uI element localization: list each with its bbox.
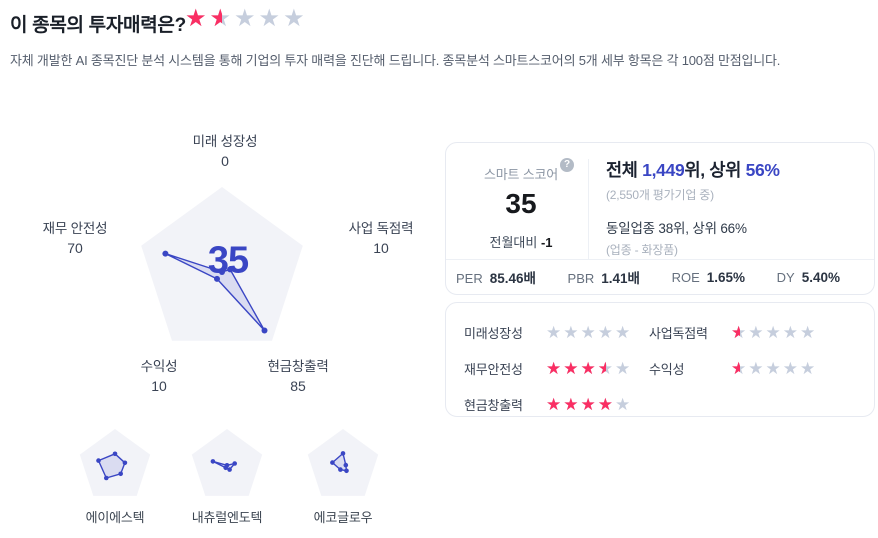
ratings-grid: 미래성장성 ★★★★★★★★★★ 사업독점력 ★★★★★★★★★★ 재무안전성 … <box>446 303 874 414</box>
ranking-summary: 전체 1,449위, 상위 56% (2,550개 평가기업 중) 동일업종 3… <box>606 157 862 258</box>
rank-mid: 위, 상위 <box>684 160 746 180</box>
industry-rank-line: 동일업종 38위, 상위 66% <box>606 221 747 236</box>
overall-rank-sub: (2,550개 평가기업 중) <box>606 188 714 202</box>
star-rating-icon: ★★★★★★★★★★ <box>546 323 633 342</box>
smart-score-summary: 스마트 스코어 ? 35 전월대비 -1 <box>446 143 596 259</box>
radar-data-points <box>330 451 349 474</box>
metric-value: 1.65% <box>706 269 746 285</box>
peer-chart-ecoglow[interactable]: 에코글로우 <box>288 425 398 526</box>
metric-value: 1.41배 <box>601 271 640 286</box>
rating-label: 미래성장성 <box>464 326 523 341</box>
axis-future-growth: 미래 성장성 0 <box>193 130 258 169</box>
radar-background-pentagon <box>141 187 303 341</box>
radar-data-points <box>162 250 268 334</box>
month-over-month: 전월대비 -1 <box>446 232 596 251</box>
rank-prefix: 전체 <box>606 160 643 180</box>
mom-label: 전월대비 <box>489 235 541 250</box>
rating-label: 수익성 <box>649 362 685 377</box>
star-rating-icon: ★★★★★★★★★★ <box>731 323 818 342</box>
mini-radar-chart <box>191 429 263 496</box>
axis-financial-stability: 재무 안전성 70 <box>43 217 108 256</box>
star-base: ★★★★★ <box>185 5 308 32</box>
rating-future-growth: 미래성장성 ★★★★★★★★★★ <box>464 323 649 342</box>
metric-per: PER 85.46배 <box>456 267 536 287</box>
rank-number: 1,449 <box>642 160 685 180</box>
valuation-metrics-row: PER 85.46배 PBR 1.41배 ROE 1.65% DY 5.40% <box>446 260 874 294</box>
industry-rank-sub: (업종 - 화장품) <box>606 243 678 257</box>
metric-roe: ROE 1.65% <box>672 270 745 285</box>
star-rating-icon: ★★★★★★★★★★ <box>731 359 818 378</box>
radar-data-points <box>210 459 237 472</box>
axis-label: 재무 안전성 <box>42 221 108 236</box>
axis-profitability: 수익성 10 <box>141 355 178 394</box>
axis-label: 수익성 <box>140 359 178 374</box>
category-ratings-card: 미래성장성 ★★★★★★★★★★ 사업독점력 ★★★★★★★★★★ 재무안전성 … <box>445 302 875 417</box>
metric-value: 5.40% <box>801 269 840 285</box>
radar-center-score: 35 <box>207 239 249 282</box>
smart-score-card: 스마트 스코어 ? 35 전월대비 -1 전체 1,449위, 상위 56% (… <box>445 142 875 295</box>
star-fill: ★★★★★ <box>185 7 222 31</box>
rating-profitability: 수익성 ★★★★★★★★★★ <box>649 359 858 378</box>
peer-name[interactable]: 에코글로우 <box>313 510 373 525</box>
axis-value: 85 <box>290 378 306 394</box>
axis-label: 사업 독점력 <box>348 221 414 236</box>
peer-chart-naturalendotech[interactable]: 내츄럴엔도텍 <box>172 425 282 526</box>
axis-label: 현금창출력 <box>267 359 329 374</box>
metric-label: PBR <box>567 271 595 286</box>
radar-background-pentagon <box>191 429 263 496</box>
star-rating-icon: ★★★★★★★★★★ <box>546 395 633 414</box>
axis-value: 0 <box>221 153 229 169</box>
metric-label: DY <box>776 269 795 285</box>
radar-background-pentagon <box>79 429 151 496</box>
metric-pbr: PBR 1.41배 <box>568 267 640 287</box>
axis-value: 70 <box>67 240 83 256</box>
peer-name[interactable]: 에이에스텍 <box>85 510 145 525</box>
metric-value: 85.46배 <box>489 271 536 286</box>
axis-value: 10 <box>151 378 167 394</box>
mom-value: -1 <box>540 235 553 250</box>
vertical-divider <box>588 159 589 259</box>
peer-name[interactable]: 내츄럴엔도텍 <box>191 510 263 525</box>
radar-pentagon-chart <box>141 187 303 341</box>
axis-label: 미래 성장성 <box>192 134 258 149</box>
star-rating-icon: ★★★★★★★★★★ <box>546 359 633 378</box>
mini-radar-chart <box>79 429 151 496</box>
horizontal-divider <box>446 259 874 260</box>
help-icon[interactable]: ? <box>560 158 574 172</box>
radar-background-pentagon <box>307 429 379 496</box>
page-description: 자체 개발한 AI 종목진단 분석 시스템을 통해 기업의 투자 매력을 진단해… <box>10 53 781 68</box>
smart-score-radar-chart: 35 미래 성장성 0 사업 독점력 10 현금창출력 85 수익성 10 재무… <box>0 100 450 425</box>
metric-label: ROE <box>671 269 700 285</box>
mini-radar-chart <box>307 429 379 496</box>
overall-rank-line: 전체 1,449위, 상위 56% <box>606 157 862 182</box>
smart-score-label: 스마트 스코어 <box>484 167 558 182</box>
page-title: 이 종목의 투자매력은? <box>10 15 186 36</box>
rank-percent: 56% <box>745 160 780 180</box>
overall-star-rating: ★★★★★ ★★★★★ <box>185 7 308 31</box>
rating-label: 재무안전성 <box>464 362 523 377</box>
metric-label: PER <box>456 271 483 286</box>
peer-chart-aestech[interactable]: 에이에스텍 <box>60 425 170 526</box>
rating-label: 사업독점력 <box>649 326 708 341</box>
rating-financial-stability: 재무안전성 ★★★★★★★★★★ <box>464 359 649 378</box>
axis-business-monopoly: 사업 독점력 10 <box>349 217 414 256</box>
axis-value: 10 <box>373 240 389 256</box>
axis-cash-generation: 현금창출력 85 <box>267 355 328 394</box>
star-rating-icon: ★★★★★ ★★★★★ <box>185 7 308 31</box>
smart-score-value: 35 <box>505 188 537 219</box>
rating-cash-generation: 현금창출력 ★★★★★★★★★★ <box>464 395 649 414</box>
rating-business-monopoly: 사업독점력 ★★★★★★★★★★ <box>649 323 858 342</box>
rating-label: 현금창출력 <box>464 398 523 413</box>
radar-data-points <box>96 451 128 481</box>
metric-dy: DY 5.40% <box>777 270 840 285</box>
